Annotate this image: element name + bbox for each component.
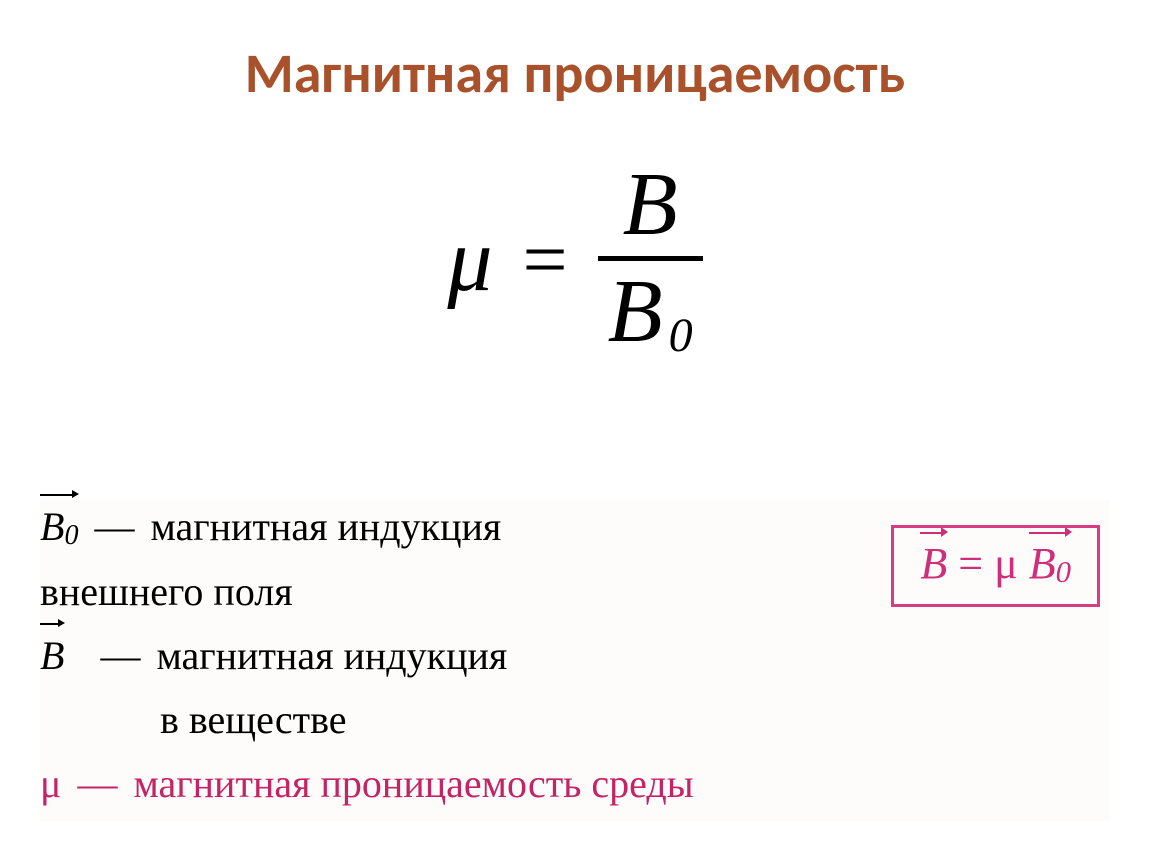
b0-text-line1: магнитная индукция bbox=[150, 504, 501, 549]
box-rhs-sub: 0 bbox=[1056, 555, 1071, 589]
box-rhs-vector: B0 bbox=[1029, 538, 1071, 590]
denominator-base: B bbox=[608, 262, 663, 361]
box-coeff: μ bbox=[994, 539, 1018, 588]
b-vector-symbol: B bbox=[40, 629, 64, 683]
formula-equals: = bbox=[523, 215, 568, 306]
b0-base: B bbox=[40, 504, 64, 549]
dash: — bbox=[94, 633, 146, 678]
vector-arrow-icon bbox=[40, 619, 64, 628]
definition-b-line2: в веществе bbox=[40, 693, 1110, 747]
b0-sub: 0 bbox=[64, 520, 78, 551]
formula-fraction: B B0 bbox=[598, 160, 703, 360]
denominator-sub: 0 bbox=[669, 309, 693, 362]
main-formula: μ = B B0 bbox=[0, 160, 1150, 360]
slide-page: Магнитная проницаемость μ = B B0 B0 — ма… bbox=[0, 0, 1150, 864]
vector-arrow-icon bbox=[920, 527, 947, 537]
boxed-formula: B = μ B0 bbox=[891, 525, 1100, 607]
box-lhs-base: B bbox=[920, 539, 947, 588]
b0-vector-symbol: B0 bbox=[40, 500, 78, 555]
box-equals: = bbox=[958, 539, 983, 588]
formula-numerator: B bbox=[603, 160, 698, 256]
box-rhs-base: B bbox=[1029, 539, 1056, 588]
definition-mu: μ — магнитная проницаемость среды bbox=[40, 757, 1110, 811]
box-lhs-vector: B bbox=[920, 538, 947, 589]
mu-text: магнитная проницаемость среды bbox=[133, 761, 693, 806]
definition-b: B — магнитная индукция bbox=[40, 629, 1110, 683]
b-base: B bbox=[40, 633, 64, 678]
dash: — bbox=[71, 761, 123, 806]
mu-symbol: μ bbox=[40, 761, 61, 806]
b-text-line1: магнитная индукция bbox=[156, 633, 507, 678]
formula-lhs-mu: μ bbox=[447, 209, 492, 312]
slide-title: Магнитная проницаемость bbox=[0, 40, 1150, 108]
dash: — bbox=[88, 504, 140, 549]
formula-denominator: B0 bbox=[598, 261, 703, 360]
vector-arrow-icon bbox=[1029, 527, 1071, 537]
vector-arrow-icon bbox=[40, 490, 78, 499]
